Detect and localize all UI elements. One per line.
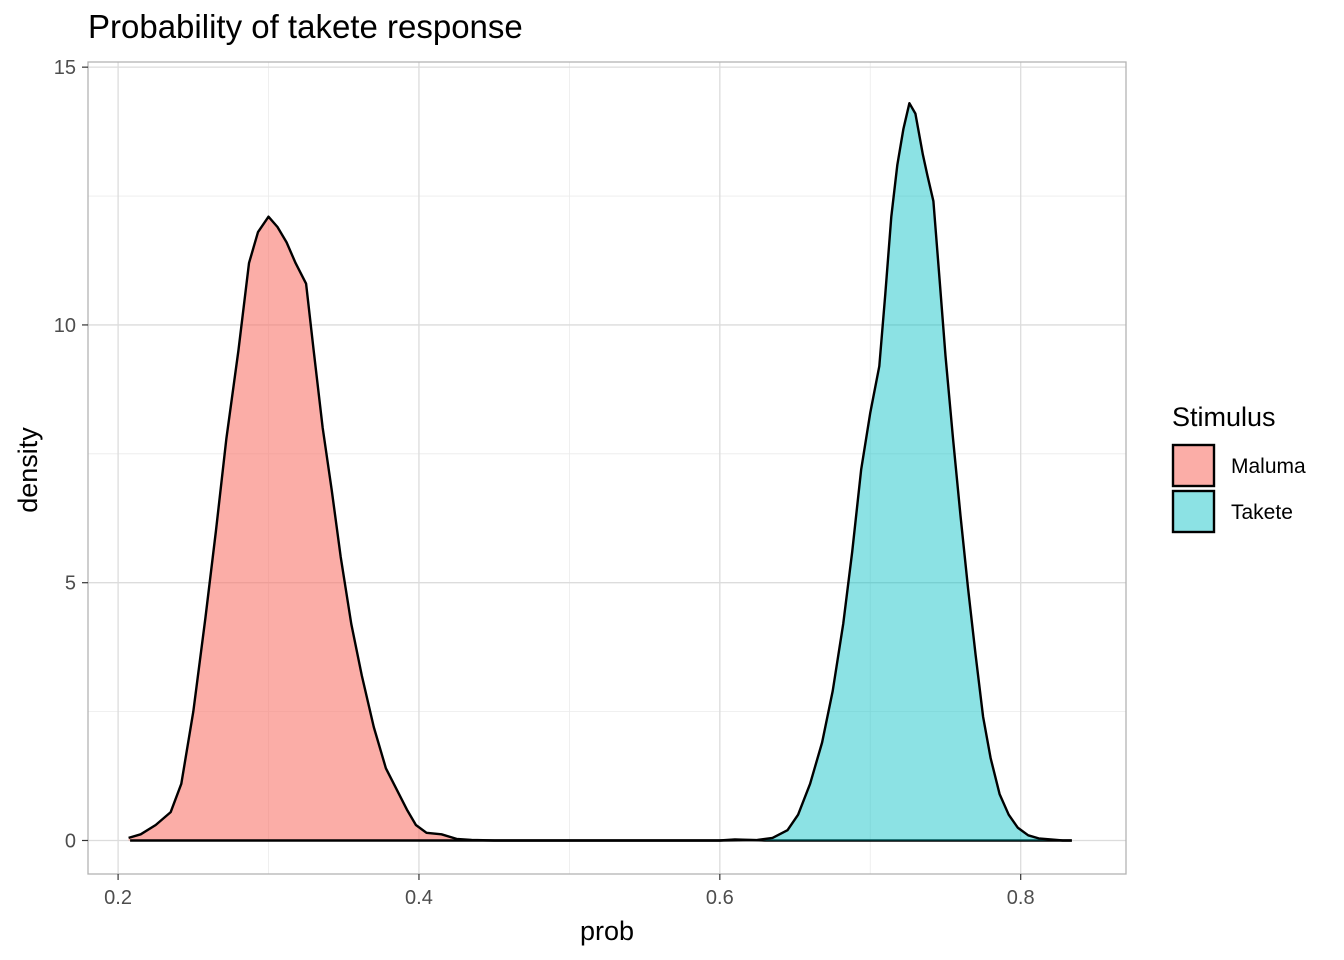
y-tick-label: 5 (65, 573, 76, 595)
legend-items: Maluma Takete (1171, 443, 1306, 534)
density-area-maluma (128, 216, 1072, 841)
x-tick-label: 0.4 (405, 887, 433, 909)
legend-key-maluma (1171, 443, 1216, 488)
chart-title: Probability of takete response (88, 8, 523, 45)
density-area-takete (130, 103, 1072, 841)
legend-title: Stimulus (1172, 402, 1276, 432)
legend-label-takete: Takete (1231, 501, 1293, 524)
legend: Stimulus Maluma Takete (1171, 402, 1306, 534)
y-tick-label: 15 (54, 57, 76, 79)
panel-border (87, 61, 1127, 875)
axes: 0.2 0.4 0.6 0.8 0 5 10 15 (54, 57, 1035, 909)
y-tick-label: 10 (54, 315, 76, 337)
y-tick-label: 0 (65, 830, 76, 852)
legend-label-maluma: Maluma (1231, 455, 1306, 478)
x-tick-label: 0.6 (706, 887, 734, 909)
x-tick-label: 0.8 (1007, 887, 1035, 909)
x-axis-title: prob (580, 916, 634, 946)
y-axis-title: density (13, 427, 43, 513)
density-areas (128, 102, 1072, 842)
density-line-takete (130, 102, 1072, 842)
legend-key-bg (1173, 491, 1214, 532)
legend-key-takete (1171, 489, 1216, 534)
x-tick-label: 0.2 (104, 887, 132, 909)
